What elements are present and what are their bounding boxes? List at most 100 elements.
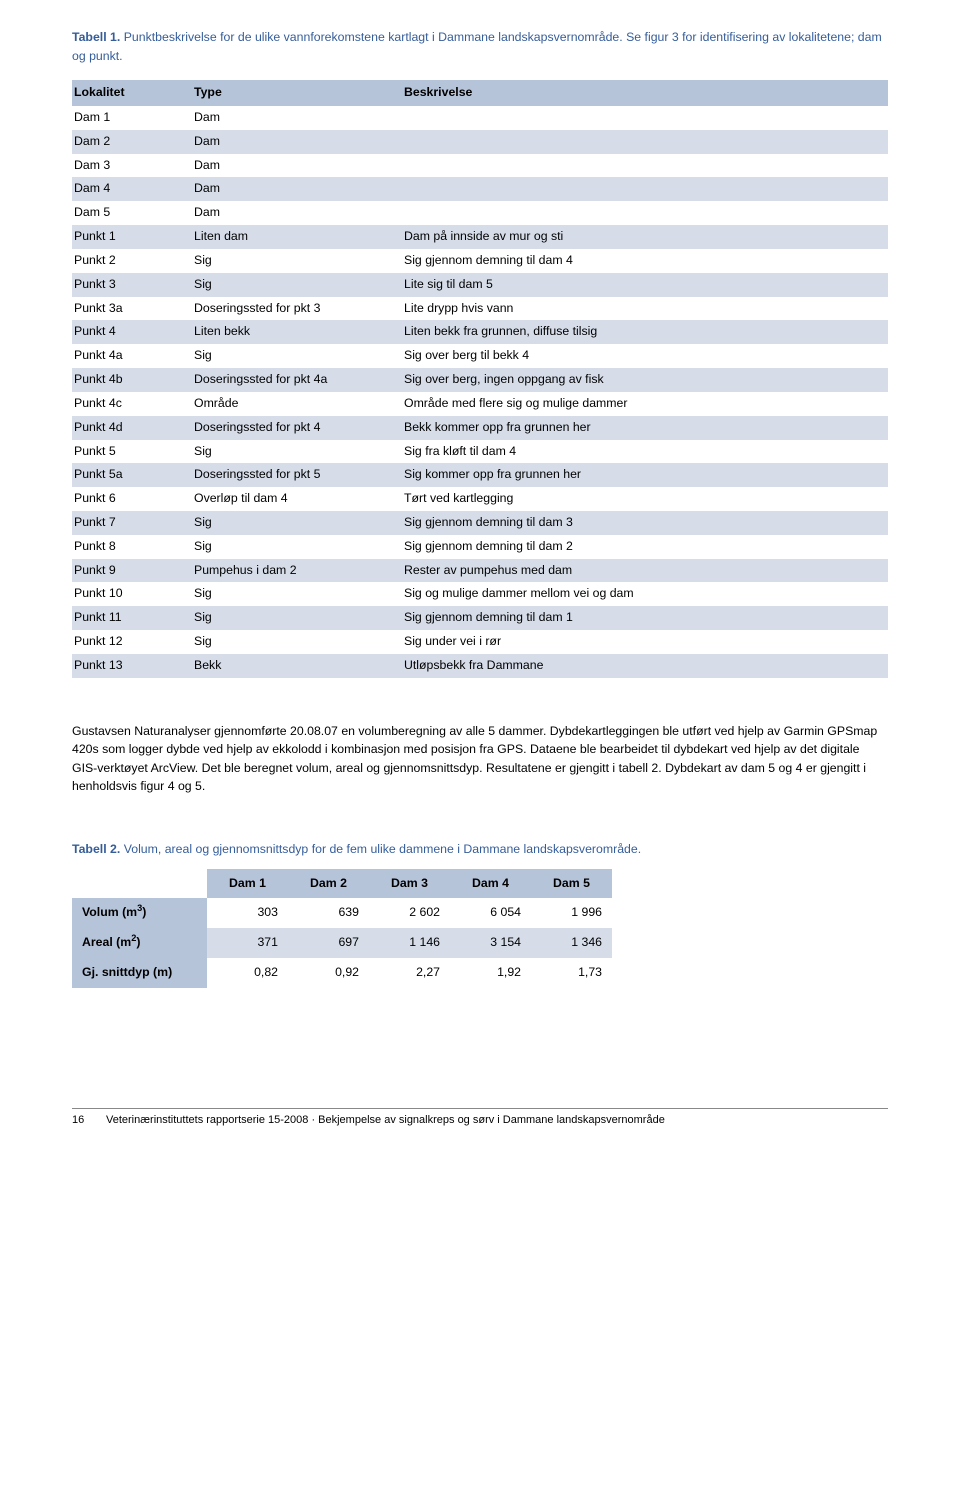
table-cell: Punkt 4c [72, 392, 192, 416]
table1-h1: Type [192, 80, 402, 106]
table-cell [402, 154, 888, 178]
table-cell: Sig kommer opp fra grunnen her [402, 463, 888, 487]
table-row: Areal (m2)3716971 1463 1541 346 [72, 928, 612, 958]
page-number: 16 [72, 1113, 106, 1129]
table-cell: Doseringssted for pkt 3 [192, 297, 402, 321]
table1-h0: Lokalitet [72, 80, 192, 106]
table2-ch4: Dam 5 [531, 869, 612, 899]
table2-caption-label: Tabell 2. [72, 842, 120, 856]
table-cell: 371 [207, 928, 288, 958]
table-cell: Sig [192, 249, 402, 273]
table-cell [402, 201, 888, 225]
table-cell: Sig [192, 582, 402, 606]
table-row: Punkt 4cOmrådeOmråde med flere sig og mu… [72, 392, 888, 416]
table-cell: Sig [192, 630, 402, 654]
table-cell: Dam 4 [72, 177, 192, 201]
table-cell: 1 996 [531, 898, 612, 928]
table-cell: Punkt 5 [72, 440, 192, 464]
table-row: Dam 2Dam [72, 130, 888, 154]
table-cell: Liten bekk fra grunnen, diffuse tilsig [402, 320, 888, 344]
table-cell: Punkt 3a [72, 297, 192, 321]
table-cell: Dam [192, 154, 402, 178]
table-cell: 303 [207, 898, 288, 928]
table-row: Punkt 7SigSig gjennom demning til dam 3 [72, 511, 888, 535]
table-cell: Sig [192, 440, 402, 464]
table-cell: Dam 2 [72, 130, 192, 154]
table-cell: Punkt 11 [72, 606, 192, 630]
table-cell: Sig over berg til bekk 4 [402, 344, 888, 368]
table-cell: Dam 5 [72, 201, 192, 225]
table-cell: Tørt ved kartlegging [402, 487, 888, 511]
table-cell [402, 106, 888, 130]
table-row: Punkt 5aDoseringssted for pkt 5Sig komme… [72, 463, 888, 487]
table-cell: Sig gjennom demning til dam 1 [402, 606, 888, 630]
table-row: Punkt 5SigSig fra kløft til dam 4 [72, 440, 888, 464]
table-cell: 639 [288, 898, 369, 928]
table-cell: Punkt 12 [72, 630, 192, 654]
table2-row-label: Gj. snittdyp (m) [72, 958, 207, 988]
table-cell: Dam [192, 177, 402, 201]
table-cell: Doseringssted for pkt 4 [192, 416, 402, 440]
table2-row-label: Volum (m3) [72, 898, 207, 928]
table-cell [402, 177, 888, 201]
table1-caption-label: Tabell 1. [72, 30, 120, 44]
table-cell: Dam på innside av mur og sti [402, 225, 888, 249]
table-row: Punkt 9Pumpehus i dam 2Rester av pumpehu… [72, 559, 888, 583]
table-row: Punkt 8SigSig gjennom demning til dam 2 [72, 535, 888, 559]
table-cell: Punkt 4 [72, 320, 192, 344]
table-cell: Punkt 9 [72, 559, 192, 583]
table-cell: 0,82 [207, 958, 288, 988]
table-row: Punkt 2SigSig gjennom demning til dam 4 [72, 249, 888, 273]
table-cell: Punkt 1 [72, 225, 192, 249]
table-cell: Liten dam [192, 225, 402, 249]
table-cell: Punkt 4a [72, 344, 192, 368]
table-cell: Dam 3 [72, 154, 192, 178]
table-cell: Dam 1 [72, 106, 192, 130]
table-cell: Sig gjennom demning til dam 3 [402, 511, 888, 535]
table2-row-label: Areal (m2) [72, 928, 207, 958]
table2-caption-text: Volum, areal og gjennomsnittsdyp for de … [120, 842, 641, 856]
table-cell: Punkt 7 [72, 511, 192, 535]
table-cell: Punkt 6 [72, 487, 192, 511]
table-cell: Punkt 2 [72, 249, 192, 273]
table-cell: Punkt 5a [72, 463, 192, 487]
table1-caption-text: Punktbeskrivelse for de ulike vannforeko… [72, 30, 882, 63]
table-cell: Sig [192, 273, 402, 297]
body-paragraph: Gustavsen Naturanalyser gjennomførte 20.… [72, 722, 888, 796]
table-cell: 1 346 [531, 928, 612, 958]
footer-text: Veterinærinstituttets rapportserie 15-20… [106, 1113, 888, 1129]
table-row: Punkt 1Liten damDam på innside av mur og… [72, 225, 888, 249]
table-row: Punkt 10SigSig og mulige dammer mellom v… [72, 582, 888, 606]
table-cell: Liten bekk [192, 320, 402, 344]
table1-h2: Beskrivelse [402, 80, 888, 106]
table-cell: Dam [192, 106, 402, 130]
table2-ch0: Dam 1 [207, 869, 288, 899]
table-row: Volum (m3)3036392 6026 0541 996 [72, 898, 612, 928]
table1: Lokalitet Type Beskrivelse Dam 1DamDam 2… [72, 80, 888, 678]
table-cell: Punkt 13 [72, 654, 192, 678]
table-row: Dam 4Dam [72, 177, 888, 201]
table-cell: Sig [192, 344, 402, 368]
table-cell: Sig under vei i rør [402, 630, 888, 654]
table2: Dam 1 Dam 2 Dam 3 Dam 4 Dam 5 Volum (m3)… [72, 869, 612, 988]
table-cell: 2,27 [369, 958, 450, 988]
page-footer: 16 Veterinærinstituttets rapportserie 15… [72, 1108, 888, 1129]
table1-caption: Tabell 1. Punktbeskrivelse for de ulike … [72, 28, 888, 66]
table-cell: Lite sig til dam 5 [402, 273, 888, 297]
table-cell: Punkt 10 [72, 582, 192, 606]
table-cell: Punkt 3 [72, 273, 192, 297]
table-cell: Dam [192, 201, 402, 225]
table2-corner [72, 869, 207, 899]
table-cell: 697 [288, 928, 369, 958]
table-cell: Doseringssted for pkt 5 [192, 463, 402, 487]
table-cell: Sig [192, 535, 402, 559]
table2-ch3: Dam 4 [450, 869, 531, 899]
table-cell: Sig gjennom demning til dam 4 [402, 249, 888, 273]
table-cell: Sig og mulige dammer mellom vei og dam [402, 582, 888, 606]
table-cell: Bekk kommer opp fra grunnen her [402, 416, 888, 440]
table-cell: 6 054 [450, 898, 531, 928]
table-cell: Punkt 8 [72, 535, 192, 559]
table-cell: 3 154 [450, 928, 531, 958]
table-cell: Punkt 4b [72, 368, 192, 392]
table2-caption: Tabell 2. Volum, areal og gjennomsnittsd… [72, 840, 888, 859]
